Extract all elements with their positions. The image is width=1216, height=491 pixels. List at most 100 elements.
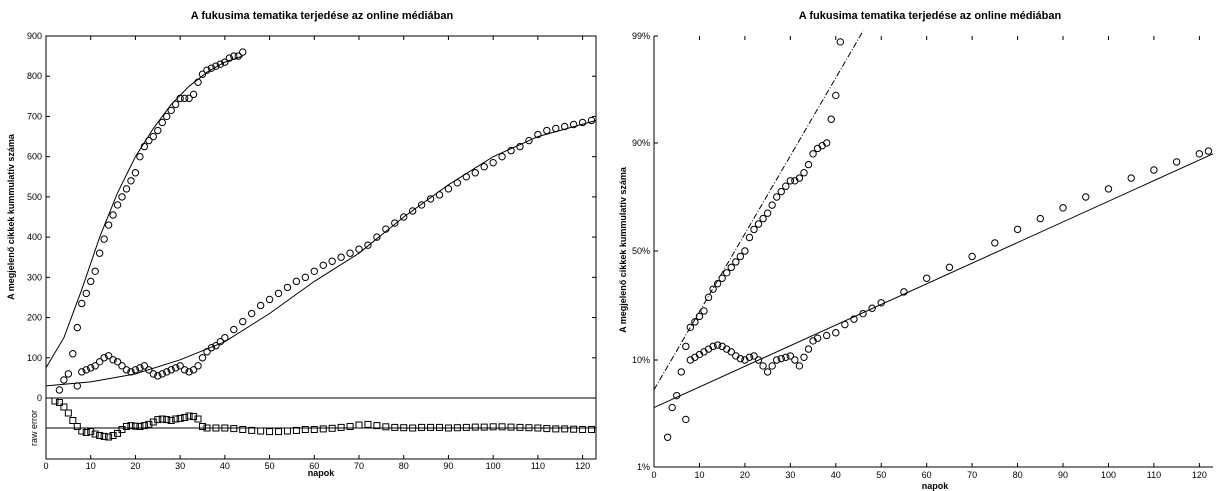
right-data-point <box>668 403 676 412</box>
left-data-point <box>82 289 90 298</box>
left-data-point <box>578 118 587 127</box>
left-chart-title: A fukusima tematika terjedése az online … <box>191 10 454 22</box>
left-data-point <box>118 193 126 201</box>
left-data-point <box>373 233 381 241</box>
left-data-point <box>525 136 533 145</box>
left-residual-point <box>373 422 381 430</box>
right-data-point <box>759 362 767 370</box>
left-data-point <box>274 289 283 298</box>
left-data-point <box>207 344 216 352</box>
right-x-tick-label: 120 <box>1192 470 1207 480</box>
left-fit-curve <box>45 55 243 369</box>
right-data-point <box>686 323 695 331</box>
right-y-tick-label: 99% <box>632 31 650 41</box>
left-data-point <box>256 301 265 310</box>
left-data-point <box>203 66 211 74</box>
right-data-point <box>1195 150 1204 158</box>
left-x-tick-label: 10 <box>86 461 96 471</box>
right-data-point <box>691 318 699 326</box>
left-data-point <box>498 152 506 161</box>
left-y-tick-label: 300 <box>27 272 42 282</box>
left-residual-point <box>471 423 479 431</box>
left-data-point <box>569 120 578 129</box>
left-data-point <box>154 372 162 380</box>
left-residual-point <box>109 432 117 439</box>
left-data-point <box>163 112 171 121</box>
left-residual-point <box>489 423 497 431</box>
left-residual-point <box>69 417 77 424</box>
left-residual-point <box>145 420 153 428</box>
left-residual-point <box>230 425 238 433</box>
right-data-point <box>868 304 876 312</box>
right-data-point <box>750 225 758 234</box>
left-data-point <box>171 364 180 372</box>
right-fit-line <box>653 30 864 390</box>
left-data-point <box>328 257 336 265</box>
left-data-point <box>118 362 126 370</box>
right-data-point <box>836 38 845 46</box>
left-residual-point <box>444 424 452 432</box>
right-data-point <box>759 214 767 223</box>
right-data-point <box>791 356 799 364</box>
right-data-point <box>727 263 735 272</box>
left-data-point <box>239 48 247 56</box>
left-data-point <box>203 348 211 356</box>
left-data-point <box>408 207 417 215</box>
left-residual-label: raw error <box>29 410 39 446</box>
left-data-point <box>516 142 524 151</box>
right-data-point <box>763 209 772 217</box>
left-data-point <box>87 364 95 372</box>
left-data-point <box>185 94 193 103</box>
left-data-point <box>212 62 220 70</box>
right-data-point <box>922 274 931 282</box>
left-data-point <box>462 173 471 181</box>
left-residual-point <box>239 426 247 433</box>
right-data-point <box>745 353 754 361</box>
right-x-tick-label: 10 <box>694 470 704 480</box>
right-data-point <box>877 299 885 307</box>
left-data-point <box>247 309 256 318</box>
left-residual-point <box>275 428 283 436</box>
left-data-point <box>534 130 542 139</box>
left-data-point <box>95 358 104 366</box>
left-y-tick-label: 200 <box>27 313 42 323</box>
left-data-point <box>230 52 238 60</box>
right-data-point <box>859 309 867 318</box>
left-data-point <box>230 325 238 334</box>
left-data-point <box>189 366 198 374</box>
right-data-point <box>700 307 708 315</box>
right-data-point <box>736 354 745 363</box>
right-data-point <box>695 312 704 321</box>
right-fit-line <box>653 153 1214 409</box>
left-data-point <box>207 64 216 72</box>
left-data-point <box>91 267 99 275</box>
left-residual-point <box>114 429 122 437</box>
left-residual-point <box>579 426 587 433</box>
left-residual-point <box>199 423 207 430</box>
left-residual-point <box>301 426 309 433</box>
left-data-point <box>113 201 122 209</box>
left-data-point <box>489 159 497 167</box>
left-data-point <box>507 146 515 155</box>
left-x-tick-label: 110 <box>531 461 545 471</box>
left-data-point <box>104 221 113 229</box>
left-residual-point <box>364 420 372 428</box>
left-data-point <box>543 126 551 135</box>
right-x-tick-label: 40 <box>831 470 841 480</box>
right-data-point <box>841 320 849 329</box>
left-y-tick-label: 800 <box>27 71 42 81</box>
left-data-point <box>194 362 202 370</box>
left-residual-point <box>328 424 336 432</box>
left-residual-point <box>194 415 202 423</box>
left-residual-point <box>391 423 399 431</box>
left-data-point <box>100 235 108 243</box>
left-data-point <box>552 124 560 133</box>
left-residual-point <box>149 418 157 426</box>
left-y-axis-label: A megjelenő cikkek kummulatív száma <box>6 133 16 300</box>
right-x-axis-label: napok <box>922 481 949 491</box>
right-data-point <box>800 353 808 361</box>
left-residual-point <box>203 424 211 432</box>
left-residual-point <box>346 423 354 430</box>
left-data-point <box>78 368 86 376</box>
